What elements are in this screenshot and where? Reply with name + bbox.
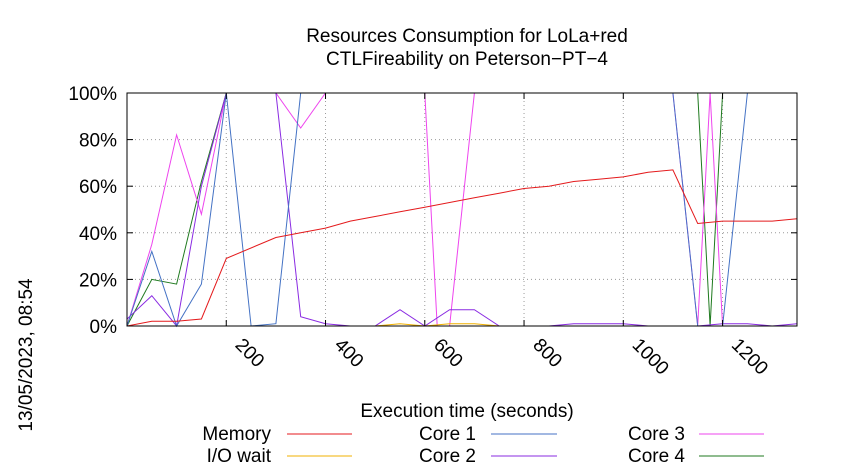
legend-label: Core 3	[628, 424, 685, 445]
series-line-core-3	[126, 92, 797, 327]
plot-frame	[126, 92, 798, 327]
legend-label: Memory	[202, 424, 271, 445]
y-tick-label: 0%	[90, 317, 118, 338]
x-tick-label: 800	[529, 335, 566, 372]
y-tick-label: 60%	[79, 177, 117, 198]
grid-lines	[127, 93, 797, 326]
y-tick-label: 40%	[79, 224, 117, 245]
timestamp-label: 13/05/2023, 08:54	[16, 278, 37, 432]
x-tick-label: 200	[231, 335, 268, 372]
x-tick-label: 600	[429, 335, 466, 372]
legend-label: Core 2	[419, 446, 476, 467]
y-tick-label: 100%	[68, 84, 117, 105]
chart-subtitle: CTLFireability on Peterson−PT−4	[326, 49, 608, 70]
y-tick-label: 20%	[79, 270, 117, 291]
series-lines	[126, 92, 798, 328]
legend-label: Core 1	[419, 424, 476, 445]
series-line-memory	[126, 169, 798, 327]
x-axis-label: Execution time (seconds)	[360, 401, 573, 422]
legend-label: Core 4	[628, 446, 685, 467]
x-axis: 200 400 600 800 1000 1200	[225, 93, 772, 380]
legend-label: I/O wait	[207, 446, 272, 467]
y-tick-label: 80%	[79, 131, 117, 152]
x-tick-label: 400	[330, 335, 367, 372]
x-tick-label: 1200	[727, 335, 772, 380]
x-tick-label: 1000	[628, 335, 673, 380]
y-axis: 0% 20% 40% 60% 80% 100%	[68, 84, 797, 338]
chart-title: Resources Consumption for LoLa+red	[306, 26, 628, 47]
